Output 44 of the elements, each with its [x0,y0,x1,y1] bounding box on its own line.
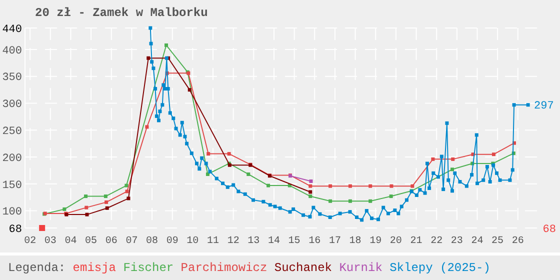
chart-title: 20 zł - Zamek w Malborku [35,6,208,20]
x-tick-label: 14 [268,236,280,247]
x-tick-label: 26 [512,236,524,247]
x-tick-label: 15 [288,236,300,247]
x-tick-label: 12 [227,236,240,247]
x-tick-label: 11 [207,236,220,247]
text: Parchimowicz [180,261,268,275]
x-tick-label: 25 [492,236,504,247]
x-tick-label: 03 [44,236,56,247]
text: Sklepy (2025-) [390,261,490,275]
y-tick-label: 150 [2,180,22,192]
x-tick-label: 24 [471,236,484,247]
x-tick-label: 23 [450,236,463,247]
annotation: 297 [534,100,554,113]
y-tick-label: 400 [2,45,22,58]
x-tick-label: 20 [390,236,402,247]
x-tick-label: 04 [64,236,77,247]
x-tick-label: 06 [105,236,118,247]
legend-title: Legenda: [8,261,66,275]
y-tick-label: 100 [2,206,22,219]
text: Fischer [123,261,174,275]
x-tick-label: 21 [410,236,422,247]
y-tick-label: 300 [2,99,22,112]
y-tick-label: 68 [8,224,22,236]
x-tick-label: 10 [186,236,199,247]
text: Kurnik [339,261,382,275]
x-tick-label: 17 [328,236,341,247]
x-tick-label: 07 [126,236,138,247]
x-tick-label: 02 [24,236,36,247]
x-tick-label: 05 [85,236,98,247]
x-tick-label: 18 [349,236,362,247]
x-tick-label: 13 [248,236,260,247]
text: emisja [72,261,116,275]
y-tick-label: 440 [2,24,22,36]
x-tick-label: 22 [430,236,443,247]
x-tick-label: 16 [308,236,321,247]
y-tick-label: 200 [2,152,22,165]
y-tick-label: 350 [2,72,22,84]
text: Suchanek [274,261,332,275]
text: 68 [542,224,556,236]
x-tick-label: 09 [166,236,178,247]
x-tick-label: 19 [370,236,382,247]
y-tick-label: 250 [2,126,22,138]
x-tick-label: 08 [146,236,158,247]
